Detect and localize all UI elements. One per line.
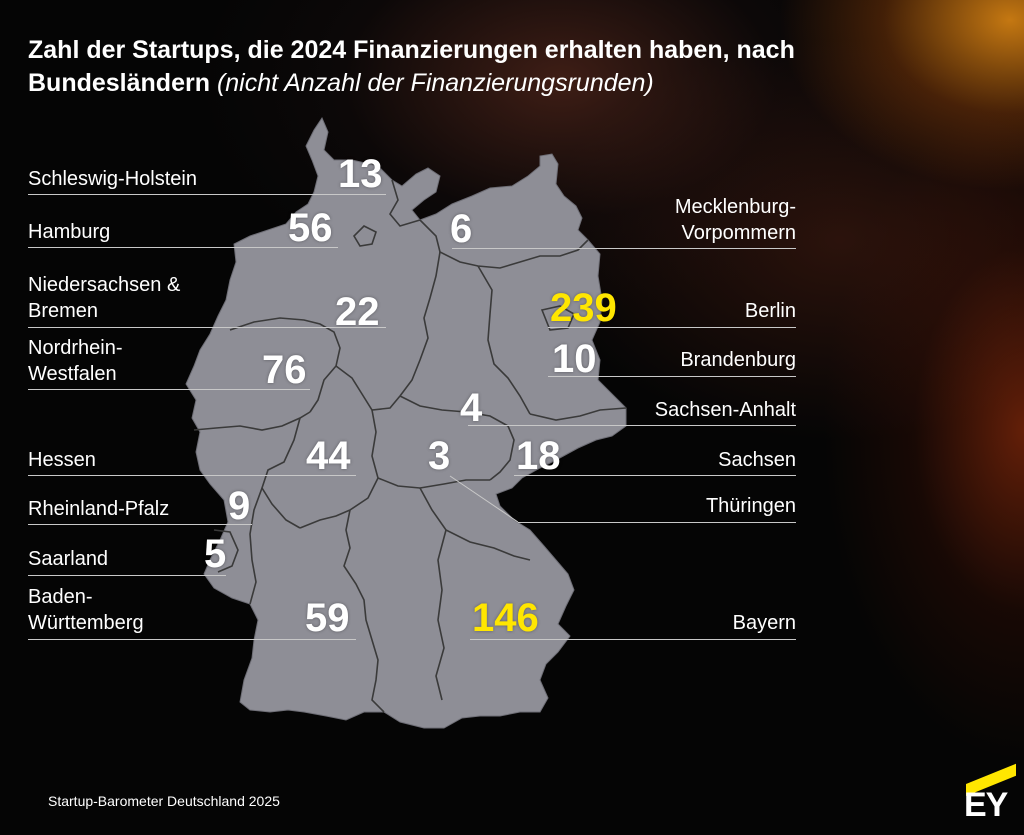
leader-line-hamburg [28, 247, 338, 248]
value-berlin: 239 [550, 286, 617, 330]
value-saarland: 5 [204, 532, 227, 576]
border-bb-sachsen [529, 407, 627, 421]
border-sh-mv [389, 179, 421, 227]
leader-line-rheinland-pfalz [28, 524, 252, 525]
germany-outline [185, 116, 627, 729]
value-hessen: 44 [306, 434, 351, 478]
leader-line-bayern [470, 639, 796, 640]
value-rheinland-pfalz: 9 [228, 484, 251, 528]
value-schleswig-holstein: 13 [338, 152, 383, 196]
label-bayern: Bayern [732, 612, 796, 634]
label-schleswig-holstein: Schleswig-Holstein [28, 168, 197, 190]
value-sachsen: 18 [516, 434, 561, 478]
leader-line-niedersachsen-bremen [28, 327, 386, 328]
border-nds-sa [399, 251, 441, 397]
leader-line-hessen [28, 475, 356, 476]
border-bw-bayern [343, 509, 385, 713]
border-hessen-bw [299, 509, 351, 529]
leader-line-nordrhein-westfalen [28, 389, 310, 390]
label-hessen: Hessen [28, 449, 96, 471]
leader-line-sachsen [514, 475, 796, 476]
border-hamburg [352, 225, 377, 247]
border-sa-bb [477, 265, 531, 415]
label-hamburg: Hamburg [28, 221, 111, 243]
value-thueringen: 3 [428, 434, 451, 478]
state-borders [193, 179, 627, 713]
value-brandenburg: 10 [552, 337, 597, 381]
border-nds-hessen [335, 365, 401, 411]
value-niedersachsen-bremen: 22 [335, 290, 380, 334]
label-baden-wuerttemberg: Baden-Württemberg [28, 586, 144, 634]
border-hessen-thuringen [349, 409, 379, 511]
label-sachsen: Sachsen [718, 449, 796, 471]
leader-line-baden-wuerttemberg [28, 639, 356, 640]
leader-line-thueringen [518, 522, 796, 523]
border-mv-south [419, 219, 589, 269]
border-bayern-inner [419, 487, 531, 561]
leader-line-saarland [28, 575, 226, 576]
ey-logo-text: EY [964, 786, 1008, 824]
border-rlp-bw [249, 487, 263, 605]
title-main: Zahl der Startups, die 2024 Finanzierung… [28, 36, 795, 97]
border-berlin [540, 305, 576, 331]
label-nordrhein-westfalen: Nordrhein-Westfalen [28, 337, 123, 385]
label-mecklenburg-vorpommern: Mecklenburg-Vorpommern [674, 196, 796, 244]
value-baden-wuerttemberg: 59 [305, 596, 350, 640]
border-nds-nrw [229, 317, 341, 413]
label-thueringen: Thüringen [705, 495, 796, 517]
border-hessen-rlp [261, 417, 301, 529]
leader-line-brandenburg [548, 376, 796, 377]
value-sachsen-anhalt: 4 [460, 386, 483, 430]
label-rheinland-pfalz: Rheinland-Pfalz [28, 498, 170, 520]
border-rlp-saar [213, 529, 239, 573]
leader-line-berlin [548, 327, 796, 328]
label-sachsen-anhalt: Sachsen-Anhalt [654, 399, 796, 421]
border-thuringen-bayern [377, 477, 490, 489]
label-niedersachsen-bremen: Niedersachsen & Bremen [28, 274, 181, 322]
leader-line-mecklenburg-vorpommern [452, 248, 796, 249]
leader-line-schleswig-holstein [28, 194, 386, 195]
border-thuringen [399, 395, 515, 481]
label-saarland: Saarland [28, 548, 109, 570]
leader-line-sachsen-anhalt [468, 425, 796, 426]
label-brandenburg: Brandenburg [680, 349, 796, 371]
source-footer: Startup-Barometer Deutschland 2025 [48, 793, 280, 809]
border-bayern-inner2 [435, 529, 447, 701]
ey-logo: EY [962, 763, 1018, 826]
value-mecklenburg-vorpommern: 6 [450, 207, 473, 251]
title-subtitle: (nicht Anzahl der Finanzierungsrunden) [216, 69, 654, 97]
label-berlin: Berlin [744, 300, 796, 322]
value-hamburg: 56 [288, 206, 333, 250]
value-nordrhein-westfalen: 76 [262, 348, 307, 392]
value-bayern: 146 [472, 596, 539, 640]
chart-title: Zahl der Startups, die 2024 Finanzierung… [28, 34, 828, 100]
